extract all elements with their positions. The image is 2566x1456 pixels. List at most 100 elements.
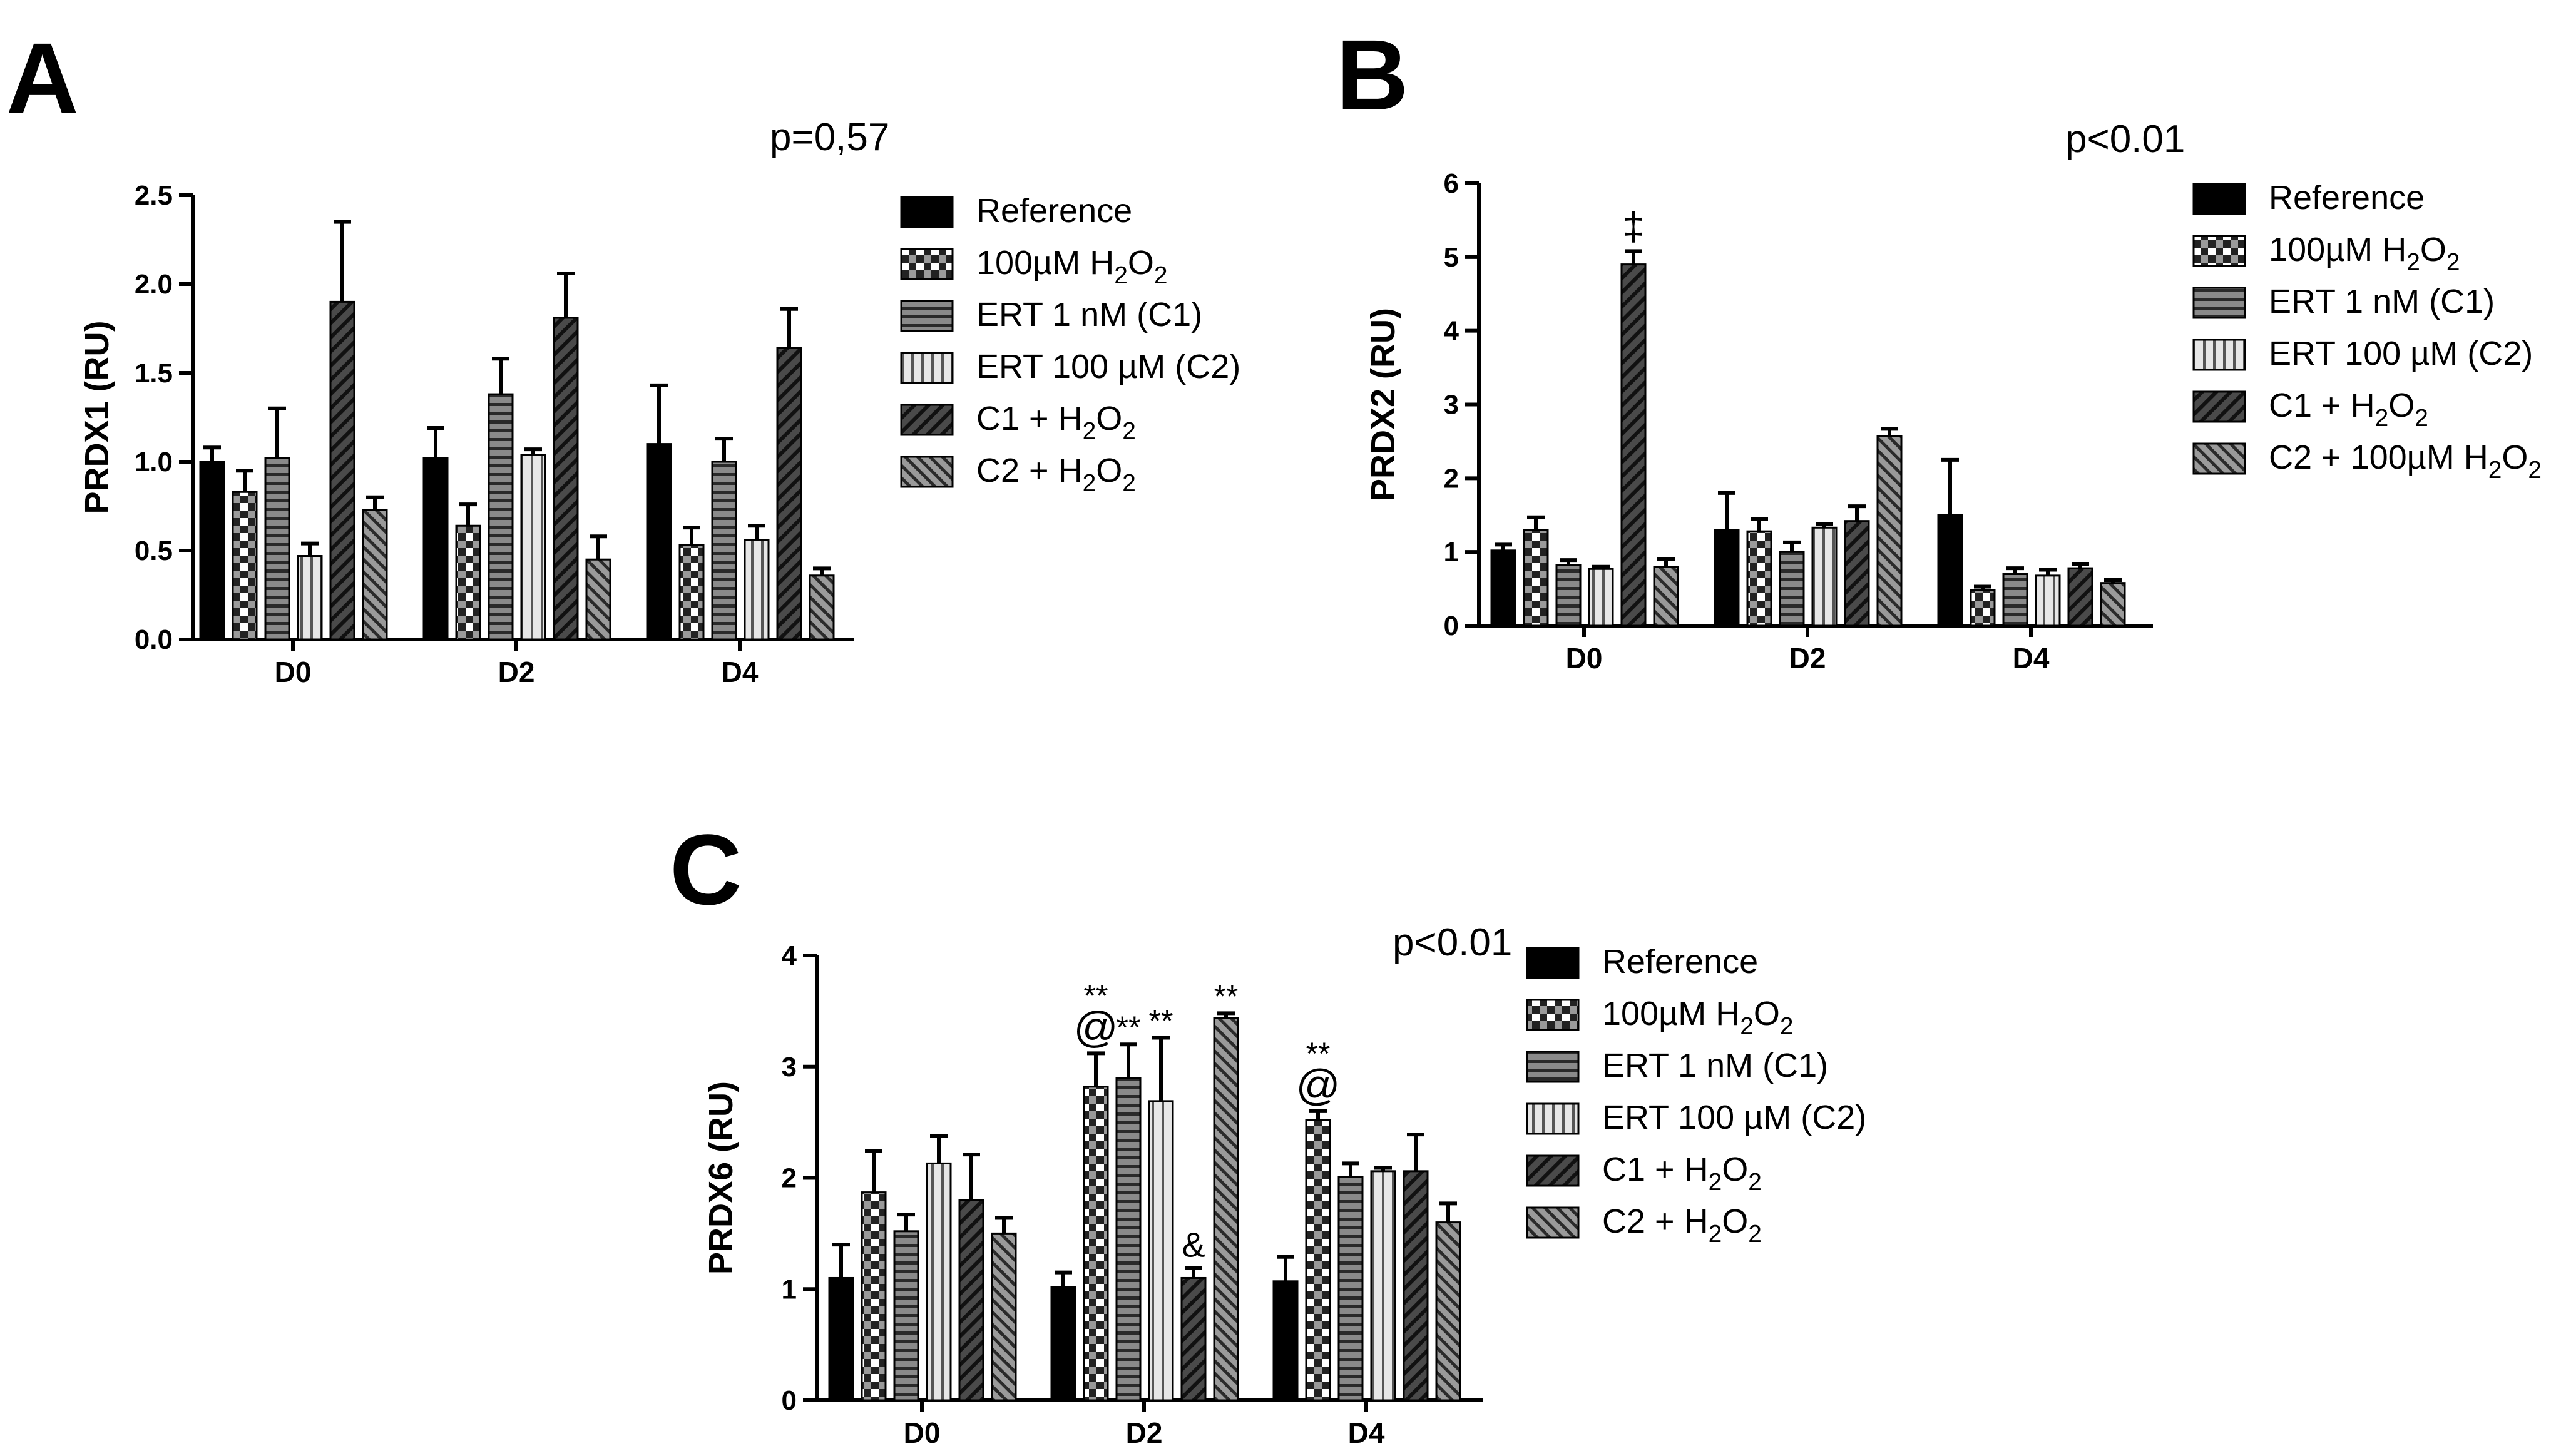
y-tick-label: 1.5 <box>135 358 173 389</box>
legend-swatch <box>1526 1154 1580 1187</box>
x-tick-label-d0: D0 <box>904 1417 941 1449</box>
x-tick-label-d2: D2 <box>498 656 535 688</box>
chart-panel-b: 0 1 2 3 4 5 6 PRDX2 (RU) D0 D2 D4 ‡ Reference 100µM H… <box>1364 168 2542 675</box>
legend-swatch <box>900 404 954 436</box>
y-tick-label: 2.5 <box>135 180 173 211</box>
legend-swatch <box>900 456 954 488</box>
x-tick-label-d0: D0 <box>1566 642 1603 675</box>
y-tick-label: 2.0 <box>135 269 173 300</box>
significance-marker: ** <box>1117 1010 1141 1045</box>
legend-swatch <box>900 248 954 280</box>
significance-marker: ** <box>1084 978 1108 1013</box>
bar-d0-series-1 <box>828 1276 854 1402</box>
bar-d0-series-3 <box>264 457 290 641</box>
legend-label: 100µM H2O2​ <box>976 244 1167 289</box>
y-tick-label: 1.0 <box>135 447 173 477</box>
bar-d0-series-4 <box>926 1162 952 1402</box>
legend-swatch <box>1526 1102 1580 1135</box>
x-tick-label-d4: D4 <box>2013 642 2050 675</box>
legend-label: ERT 1 nM (C1) <box>976 296 1202 333</box>
bar-d2-series-3 <box>1779 551 1805 627</box>
panel-letter-a: A <box>6 22 79 134</box>
legend-label: ERT 100 µM (C2) <box>976 348 1240 385</box>
bar-d2-series-1 <box>1050 1286 1076 1402</box>
bar-d0-series-2 <box>232 491 258 641</box>
legend-label: ERT 1 nM (C1) <box>2269 283 2495 320</box>
bar-d4-series-5 <box>2067 567 2093 627</box>
bar-d2-series-5 <box>1844 520 1870 627</box>
bar-d0-series-3 <box>893 1230 919 1402</box>
legend-swatch <box>900 196 954 228</box>
bar-d2-series-2 <box>1083 1086 1109 1402</box>
bar-d0-series-5 <box>329 300 355 641</box>
bar-d4-series-1 <box>1272 1280 1299 1402</box>
legend-b: Reference 100µM H2O2​ ERT 1 nM (C1) ERT 100… <box>2192 179 2542 484</box>
bar-d0-series-5 <box>958 1199 984 1402</box>
bar-d2-series-6 <box>1213 1017 1239 1402</box>
bar-d2-series-6 <box>585 558 611 641</box>
significance-marker: ** <box>1214 979 1239 1014</box>
legend-swatch <box>1526 999 1580 1031</box>
bar-d2-series-2 <box>1746 530 1772 627</box>
charts-layer: 0.0 0.5 1.0 1.5 2.0 2.5 PRDX1 (RU) D0 D2 D4 Refere… <box>78 168 2542 1449</box>
legend-a: Reference 100µM H2O2​ ERT 1 nM (C1) ERT 100… <box>900 192 1240 497</box>
y-tick-label: 0 <box>1444 611 1459 641</box>
bar-d2-series-4 <box>1811 526 1838 627</box>
bar-d4-series-2 <box>1970 589 1996 627</box>
bar-d0-series-2 <box>861 1191 887 1402</box>
bar-d0-series-5 <box>1620 263 1647 627</box>
bar-d4-series-2 <box>1305 1119 1331 1402</box>
legend-label: Reference <box>1602 943 1758 980</box>
legend-label: C1 + H2O2​ <box>2269 387 2428 432</box>
bar-d4-series-6 <box>1435 1221 1461 1402</box>
bar-d0-series-6 <box>1653 566 1679 627</box>
legend-label: C2 + H2O2​ <box>976 452 1136 497</box>
x-tick-label-d2: D2 <box>1789 642 1826 675</box>
legend-label: C2 + H2O2​ <box>1602 1203 1762 1248</box>
significance-marker: & <box>1182 1224 1205 1264</box>
bar-d0-series-3 <box>1555 564 1582 627</box>
bar-d2-series-5 <box>1180 1276 1207 1402</box>
legend-c: Reference 100µM H2O2​ ERT 1 nM (C1) ERT 100… <box>1526 943 1866 1248</box>
y-tick-label: 2 <box>782 1163 797 1194</box>
bar-d0-series-6 <box>362 509 388 641</box>
bar-d4-series-1 <box>646 443 672 641</box>
bar-d2-series-4 <box>1148 1100 1174 1402</box>
bar-d4-series-3 <box>711 461 737 641</box>
y-tick-label: 3 <box>1444 390 1459 420</box>
significance-marker: @ <box>1296 1061 1340 1109</box>
legend-label: Reference <box>2269 179 2425 216</box>
bar-d4-series-4 <box>1370 1170 1396 1402</box>
bar-d0-series-4 <box>1588 568 1614 627</box>
p-value-b: p<0.01 <box>2065 118 2185 161</box>
legend-label: ERT 1 nM (C1) <box>1602 1047 1828 1084</box>
legend-swatch <box>900 352 954 384</box>
legend-swatch <box>1526 1051 1580 1083</box>
bar-d4-series-5 <box>1403 1170 1429 1402</box>
legend-label: ERT 100 µM (C2) <box>2269 335 2533 372</box>
bar-d4-series-4 <box>2035 574 2061 627</box>
legend-swatch <box>1526 1206 1580 1239</box>
legend-swatch <box>1526 947 1580 979</box>
bar-d4-series-1 <box>1937 514 1963 627</box>
y-tick-label: 0.5 <box>135 536 173 566</box>
y-axis-title: PRDX2 (RU) <box>1364 308 1402 501</box>
y-tick-label: 0.0 <box>135 624 173 655</box>
y-tick-label: 4 <box>782 940 797 971</box>
x-tick-label-d0: D0 <box>275 656 312 688</box>
y-axis-title: PRDX6 (RU) <box>702 1081 740 1275</box>
legend-label: C1 + H2O2​ <box>976 400 1136 445</box>
legend-label: 100µM H2O2​ <box>1602 995 1793 1040</box>
legend-swatch <box>2192 339 2246 371</box>
significance-marker: @ <box>1073 1002 1118 1051</box>
bar-d2-series-3 <box>1115 1077 1142 1402</box>
legend-swatch <box>2192 287 2246 319</box>
panel-letter-b: B <box>1336 19 1409 131</box>
bar-d0-series-1 <box>1490 549 1516 627</box>
legend-label: C1 + H2O2​ <box>1602 1151 1762 1196</box>
legend-swatch <box>2192 183 2246 215</box>
bar-d2-series-5 <box>553 317 579 641</box>
y-tick-label: 5 <box>1444 242 1459 273</box>
